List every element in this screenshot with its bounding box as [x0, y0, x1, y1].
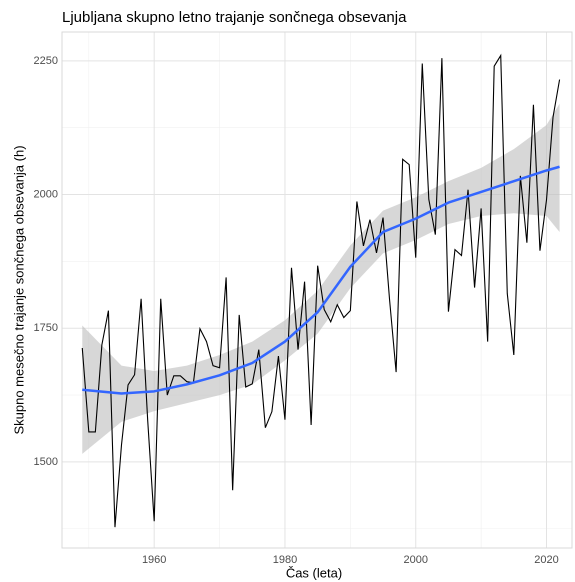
x-tick-label: 2000 — [403, 554, 427, 566]
y-tick-label: 1750 — [34, 322, 58, 334]
panel-border — [61, 31, 573, 549]
y-axis-title: Skupno mesečno trajanje sončnega obsevan… — [11, 145, 26, 434]
chart-title: Ljubljana skupno letno trajanje sončnega… — [62, 9, 407, 26]
y-tick-label: 2250 — [34, 55, 58, 67]
confidence-band — [82, 103, 560, 454]
x-tick-label: 2020 — [534, 554, 558, 566]
y-tick-label: 2000 — [34, 188, 58, 200]
smooth-line — [82, 165, 560, 395]
y-tick-label: 1500 — [34, 456, 58, 468]
x-tick-label: 1980 — [273, 554, 297, 566]
x-tick-label: 1960 — [142, 554, 166, 566]
x-axis-title: Čas (leta) — [286, 565, 342, 580]
data-line — [81, 53, 561, 528]
